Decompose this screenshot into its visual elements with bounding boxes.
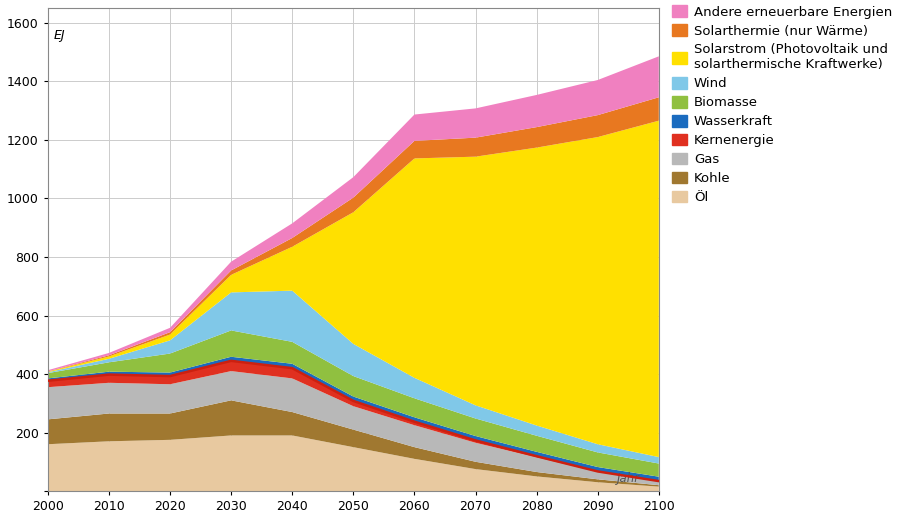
Text: EJ: EJ [54, 29, 66, 42]
Text: Jahr: Jahr [617, 472, 641, 485]
Legend: Andere erneuerbare Energien, Solarthermie (nur Wärme), Solarstrom (Photovoltaik : Andere erneuerbare Energien, Solarthermi… [671, 5, 892, 204]
